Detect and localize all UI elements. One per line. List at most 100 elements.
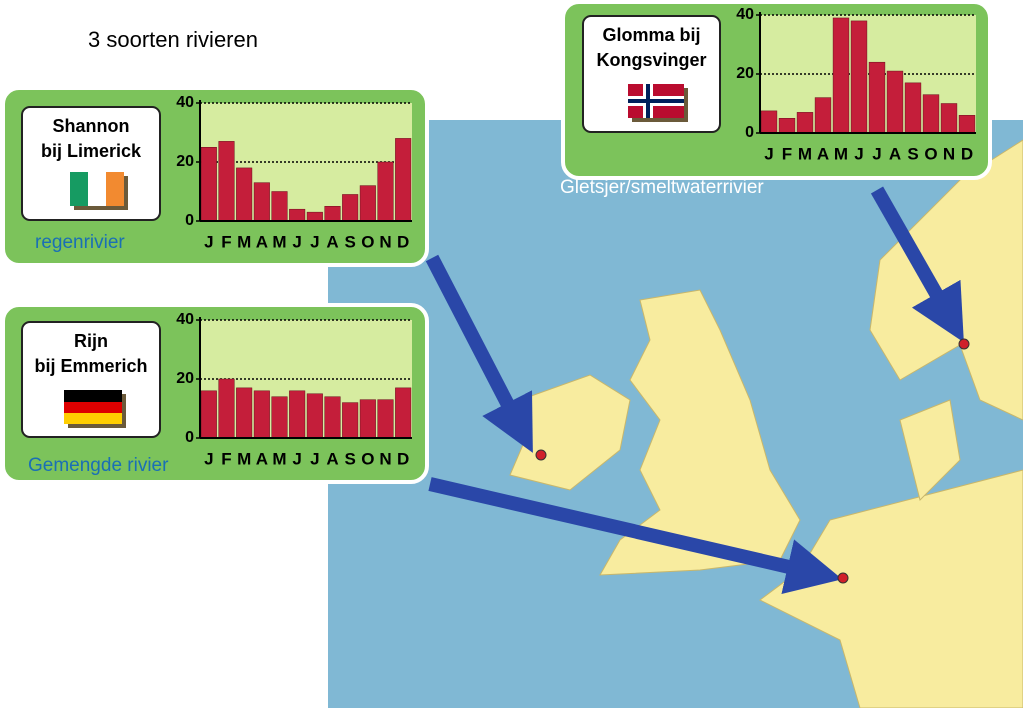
bar bbox=[377, 161, 394, 222]
x-tick-label: J bbox=[310, 232, 319, 251]
bar bbox=[342, 194, 359, 222]
y-tick-label: 20 bbox=[176, 370, 194, 387]
x-tick-label: O bbox=[924, 144, 937, 163]
bar bbox=[200, 390, 217, 439]
x-tick-label: N bbox=[943, 144, 955, 163]
x-tick-label: S bbox=[344, 232, 355, 251]
bar bbox=[760, 110, 778, 134]
x-tick-label: D bbox=[961, 144, 973, 163]
bar bbox=[359, 185, 376, 222]
chart-title: bij Limerick bbox=[41, 141, 142, 161]
x-tick-label: M bbox=[272, 449, 286, 468]
bar bbox=[395, 138, 412, 222]
y-tick-label: 40 bbox=[736, 6, 754, 23]
bar bbox=[940, 103, 958, 134]
x-tick-label: F bbox=[221, 232, 231, 251]
x-tick-label: O bbox=[361, 232, 374, 251]
arrow bbox=[425, 254, 533, 453]
great-britain bbox=[599, 289, 801, 576]
bar bbox=[218, 378, 235, 439]
chart-title: Glomma bij bbox=[602, 25, 700, 45]
x-tick-label: J bbox=[310, 449, 319, 468]
bar bbox=[922, 94, 940, 134]
x-tick-label: J bbox=[204, 449, 213, 468]
bar bbox=[958, 115, 976, 134]
location-dot bbox=[958, 338, 970, 350]
bar bbox=[832, 17, 850, 134]
y-tick-label: 0 bbox=[185, 429, 194, 446]
x-tick-label: M bbox=[798, 144, 812, 163]
bar bbox=[886, 70, 904, 134]
caption: Gletsjer/smeltwaterrivier bbox=[560, 177, 764, 198]
bar bbox=[236, 387, 253, 439]
bar bbox=[306, 393, 323, 439]
arrow bbox=[870, 186, 964, 343]
x-tick-label: N bbox=[379, 232, 391, 251]
x-tick-label: A bbox=[817, 144, 829, 163]
caption: regenrivier bbox=[35, 232, 125, 253]
x-tick-label: F bbox=[782, 144, 792, 163]
bar bbox=[324, 206, 341, 222]
x-tick-label: J bbox=[854, 144, 863, 163]
x-tick-label: F bbox=[221, 449, 231, 468]
flag-germany bbox=[64, 390, 126, 428]
x-tick-label: M bbox=[834, 144, 848, 163]
chart-title: bij Emmerich bbox=[34, 356, 147, 376]
bar bbox=[218, 141, 235, 222]
y-tick-label: 20 bbox=[736, 65, 754, 82]
bar bbox=[377, 399, 394, 439]
x-tick-label: J bbox=[764, 144, 773, 163]
location-dot bbox=[535, 449, 547, 461]
x-tick-label: D bbox=[397, 449, 409, 468]
bar bbox=[289, 390, 306, 439]
bar bbox=[271, 191, 288, 222]
x-tick-label: A bbox=[889, 144, 901, 163]
bar bbox=[395, 387, 412, 439]
x-tick-label: J bbox=[292, 232, 301, 251]
map bbox=[328, 120, 1023, 708]
x-tick-label: M bbox=[272, 232, 286, 251]
bar bbox=[289, 208, 306, 222]
bar bbox=[306, 211, 323, 222]
arrow bbox=[428, 477, 843, 594]
bar bbox=[359, 399, 376, 439]
bar bbox=[778, 118, 796, 134]
bar bbox=[253, 390, 270, 439]
y-tick-label: 40 bbox=[176, 311, 194, 328]
bar bbox=[324, 396, 341, 439]
bar bbox=[200, 147, 217, 222]
bar bbox=[271, 396, 288, 439]
x-tick-label: O bbox=[361, 449, 374, 468]
x-tick-label: S bbox=[907, 144, 918, 163]
x-tick-label: M bbox=[237, 449, 251, 468]
x-tick-label: A bbox=[256, 232, 268, 251]
chart-title: Rijn bbox=[74, 331, 108, 351]
x-tick-label: A bbox=[326, 449, 338, 468]
bar bbox=[236, 167, 253, 222]
bar bbox=[342, 402, 359, 439]
x-tick-label: A bbox=[256, 449, 268, 468]
chart-title: Kongsvinger bbox=[596, 50, 706, 70]
bar bbox=[814, 97, 832, 134]
bar bbox=[253, 182, 270, 222]
denmark bbox=[899, 399, 961, 501]
y-tick-label: 0 bbox=[745, 124, 754, 141]
bar bbox=[850, 20, 868, 134]
flag-norway bbox=[628, 84, 688, 122]
x-tick-label: S bbox=[344, 449, 355, 468]
chart-title: Shannon bbox=[53, 116, 130, 136]
page-title: 3 soorten rivieren bbox=[88, 27, 258, 52]
location-dot bbox=[837, 572, 849, 584]
bar bbox=[868, 61, 886, 134]
x-tick-label: J bbox=[204, 232, 213, 251]
caption: Gemengde rivier bbox=[28, 455, 169, 476]
y-tick-label: 20 bbox=[176, 153, 194, 170]
y-tick-label: 40 bbox=[176, 94, 194, 111]
x-tick-label: N bbox=[379, 449, 391, 468]
flag-ireland bbox=[70, 172, 128, 210]
x-tick-label: J bbox=[872, 144, 881, 163]
